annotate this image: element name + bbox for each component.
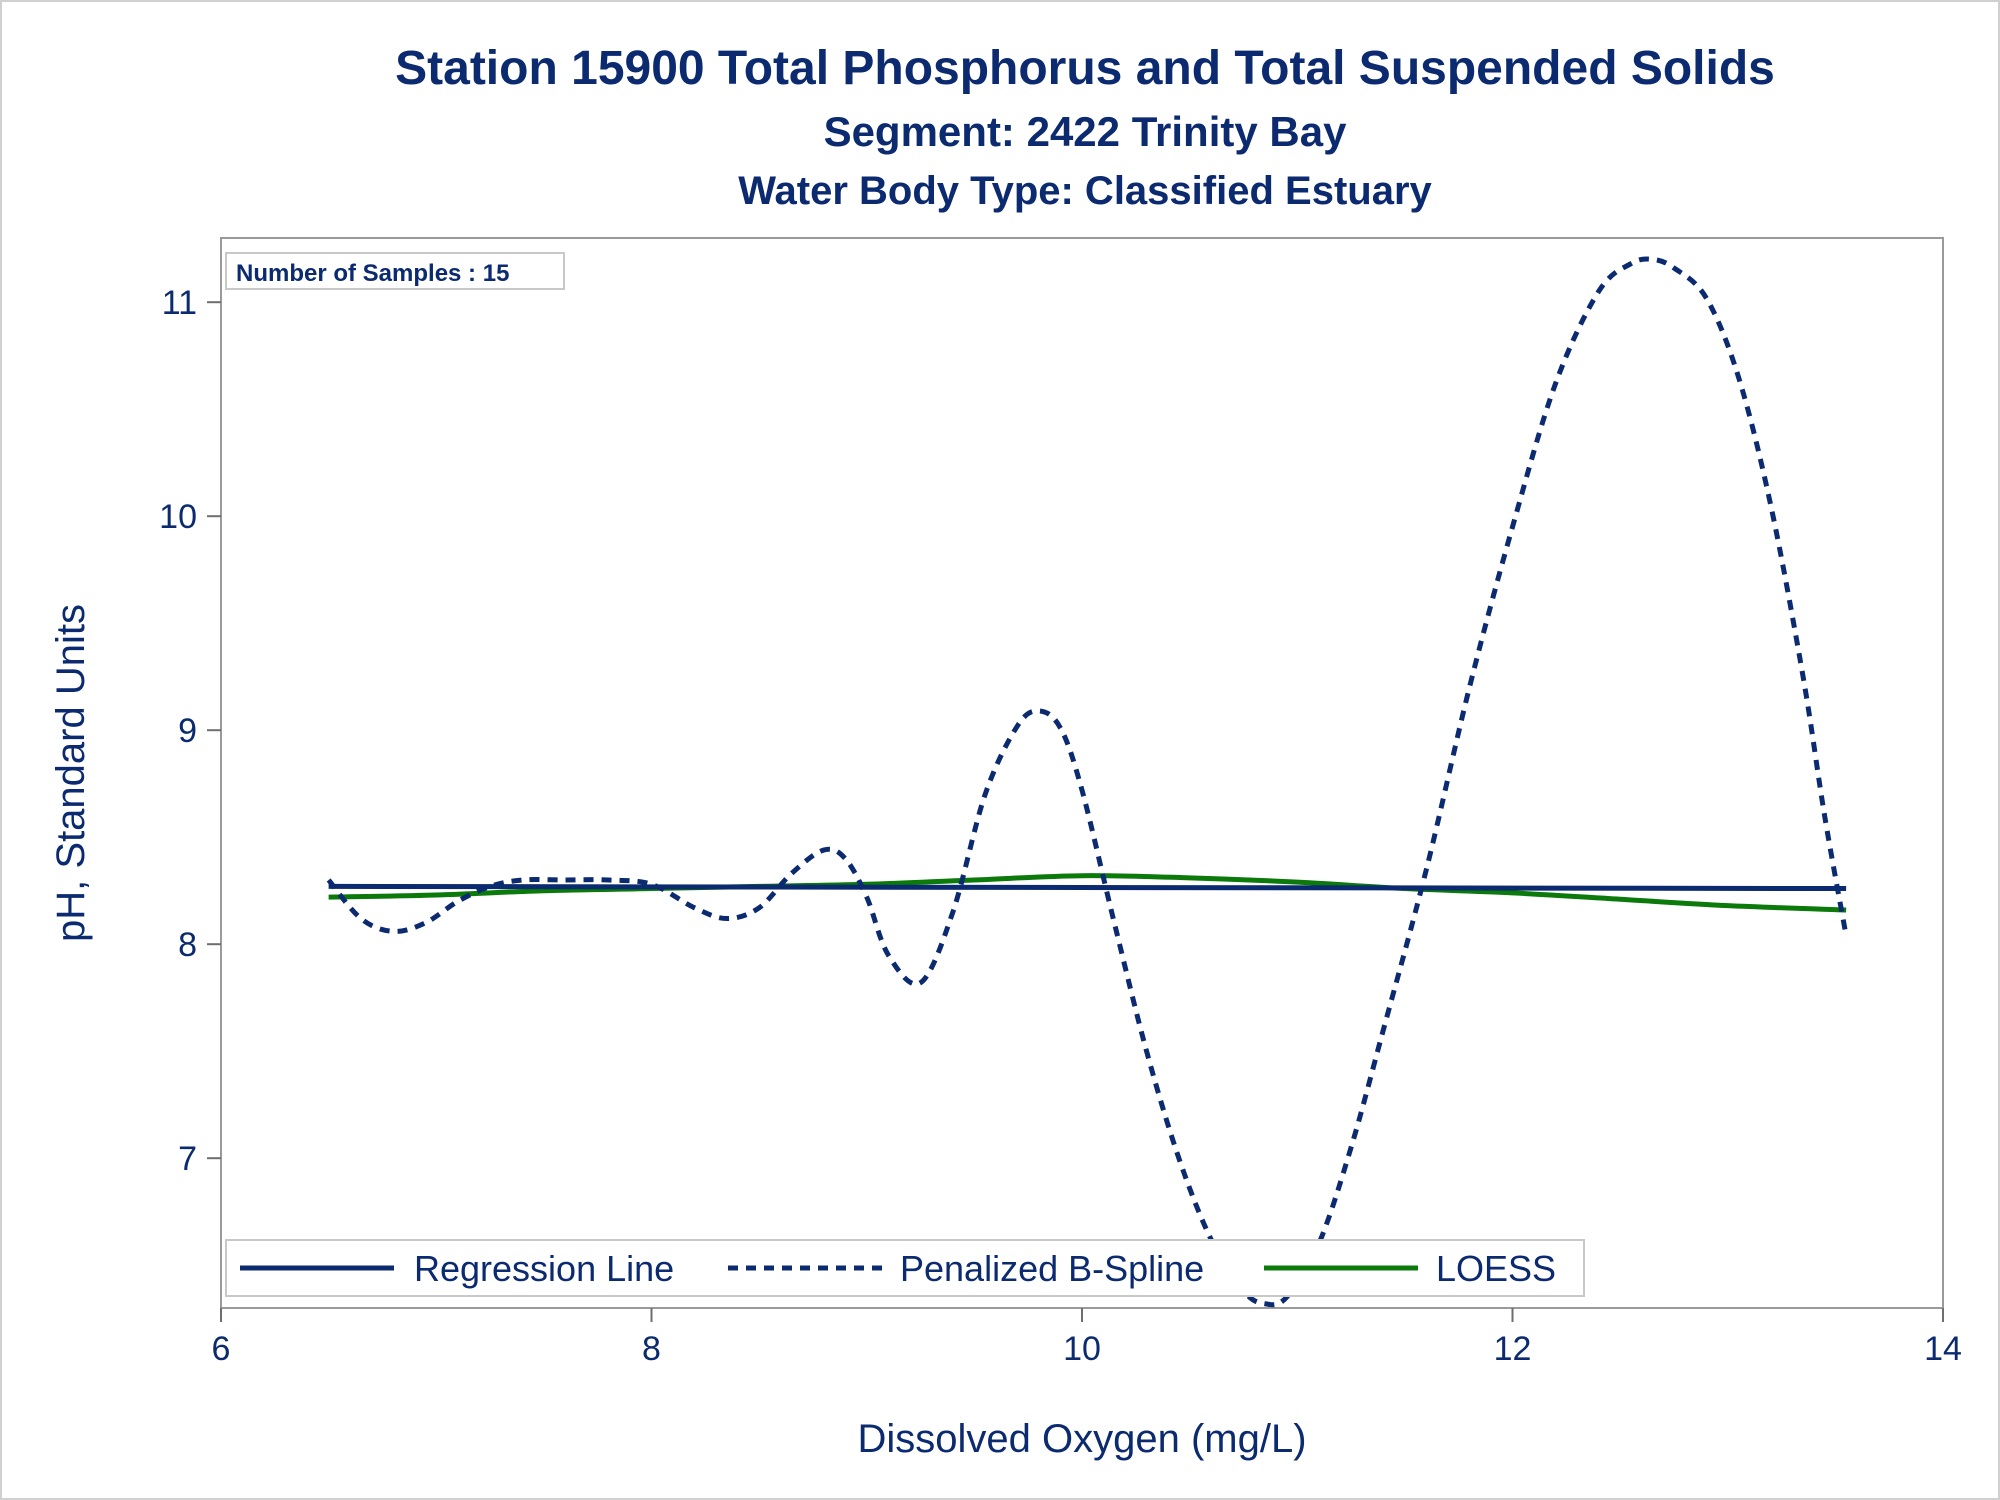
x-tick-label: 14 (1924, 1330, 1962, 1368)
series-line-loess (328, 873, 1847, 913)
chart-subtitle-2: Water Body Type: Classified Estuary (738, 169, 1432, 213)
x-tick-label: 6 (212, 1330, 231, 1368)
sample-count-box: Number of Samples : 15 (225, 252, 565, 290)
chart-subtitle: Segment: 2422 Trinity Bay (824, 108, 1348, 155)
series-layer (326, 256, 1849, 1308)
plot-area (220, 237, 1944, 1309)
x-tick-label: 8 (642, 1330, 661, 1368)
legend: Regression Line Penalized B-Spline LOESS (225, 1239, 1585, 1297)
sample-count-frame (225, 252, 565, 290)
chart-title: Station 15900 Total Phosphorus and Total… (395, 42, 1775, 95)
x-tick-label: 12 (1494, 1330, 1532, 1368)
y-tick-label: 9 (178, 712, 197, 750)
series-line-penalized-b-spline (326, 256, 1849, 1308)
y-tick-label: 11 (162, 284, 197, 322)
y-tick-label: 8 (178, 926, 197, 964)
legend-label-penalized-b-spline: Penalized B-Spline (900, 1248, 1204, 1289)
sample-count-text: Number of Samples : 15 (236, 260, 509, 287)
legend-label-loess: LOESS (1436, 1248, 1556, 1289)
x-axis-label: Dissolved Oxygen (mg/L) (857, 1417, 1306, 1461)
x-tick-label: 10 (1063, 1330, 1101, 1368)
series-line-regression-line (328, 883, 1847, 892)
y-tick-label: 7 (178, 1140, 197, 1178)
axes: 6 8 10 12 14 7 8 9 10 11 (159, 284, 1962, 1368)
y-axis-label: pH, Standard Units (49, 604, 93, 942)
legend-label-regression-line: Regression Line (414, 1248, 674, 1289)
y-tick-label: 10 (159, 498, 197, 536)
